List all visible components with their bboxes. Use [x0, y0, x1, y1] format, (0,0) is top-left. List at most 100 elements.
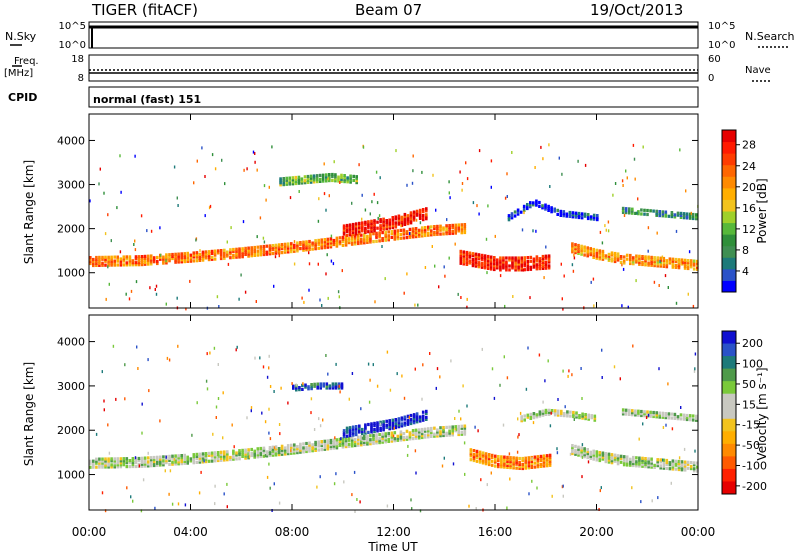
noise-cell: [295, 383, 297, 387]
data-cell: [695, 418, 698, 422]
noise-cell: [165, 302, 167, 306]
data-cell: [183, 455, 186, 459]
data-cell: [113, 461, 116, 465]
data-cell: [478, 460, 482, 464]
data-cell: [414, 436, 418, 440]
data-cell: [391, 426, 395, 430]
data-cell: [391, 216, 395, 220]
data-cell: [592, 217, 596, 221]
data-cell: [348, 434, 352, 438]
data-cell: [451, 229, 454, 233]
noise-cell: [339, 181, 341, 184]
data-cell: [644, 463, 647, 467]
data-cell: [332, 242, 336, 247]
data-cell: [539, 458, 543, 462]
data-cell: [302, 242, 305, 246]
noise-cell: [458, 409, 460, 413]
data-cell: [177, 456, 180, 460]
data-cell: [354, 427, 358, 431]
data-cell: [656, 264, 659, 268]
data-cell: [692, 267, 696, 271]
noise-cell: [108, 451, 111, 455]
data-cell: [286, 242, 290, 246]
data-cell: [125, 261, 129, 265]
data-cell: [159, 457, 162, 461]
noise-cell: [233, 445, 235, 449]
data-cell: [381, 440, 384, 444]
data-cell: [403, 423, 407, 427]
data-cell: [661, 411, 665, 415]
data-cell: [474, 264, 478, 268]
data-cell: [394, 215, 398, 219]
data-cell: [580, 252, 583, 256]
data-cell: [592, 451, 595, 455]
noise-cell: [308, 288, 310, 292]
data-cell: [104, 257, 107, 261]
data-cell: [414, 233, 418, 237]
data-cell: [668, 461, 672, 465]
data-cell: [373, 227, 376, 231]
data-cell: [358, 231, 361, 235]
noise-cell: [657, 496, 659, 500]
data-cell: [535, 265, 539, 269]
data-cell: [550, 208, 553, 212]
data-cell: [360, 443, 363, 447]
data-cell: [502, 258, 505, 262]
data-cell: [293, 449, 296, 453]
noise-cell: [476, 204, 478, 208]
colorbar-tick-label: 4: [742, 265, 749, 278]
data-cell: [280, 444, 284, 448]
data-cell: [256, 251, 260, 255]
noise-cell: [502, 423, 505, 427]
data-cell: [445, 228, 448, 232]
data-cell: [670, 416, 674, 420]
data-cell: [653, 264, 656, 268]
data-cell: [646, 212, 649, 217]
data-cell: [137, 263, 141, 267]
noise-cell: [625, 169, 627, 173]
data-cell: [532, 257, 536, 261]
noise-cell: [321, 304, 323, 307]
data-cell: [463, 225, 467, 229]
data-cell: [545, 460, 549, 464]
data-cell: [533, 461, 537, 465]
data-cell: [101, 463, 104, 467]
data-cell: [601, 455, 605, 459]
data-cell: [343, 180, 346, 184]
data-cell: [229, 256, 232, 260]
data-cell: [370, 227, 373, 231]
noise-cell: [381, 245, 383, 248]
data-cell: [650, 259, 653, 263]
data-cell: [592, 255, 595, 259]
data-cell: [489, 267, 493, 271]
data-cell: [363, 434, 366, 438]
data-cell: [457, 426, 460, 431]
data-cell: [469, 450, 473, 454]
data-cell: [219, 452, 223, 456]
data-cell: [587, 415, 590, 419]
data-cell: [92, 257, 95, 262]
data-cell: [592, 455, 595, 459]
data-cell: [516, 212, 520, 216]
noise-cell: [134, 248, 137, 252]
data-cell: [268, 252, 272, 256]
data-cell: [321, 179, 325, 183]
data-cell: [650, 255, 653, 259]
data-cell: [247, 252, 250, 256]
data-cell: [201, 252, 205, 256]
data-cell: [679, 211, 683, 215]
data-cell: [370, 422, 373, 426]
data-cell: [195, 257, 199, 261]
data-cell: [653, 465, 656, 469]
colorbar-segment: [722, 356, 736, 370]
data-cell: [526, 203, 529, 207]
data-cell: [265, 454, 269, 458]
data-cell: [448, 228, 451, 232]
data-cell: [348, 430, 352, 434]
noise-cell: [371, 200, 373, 204]
data-cell: [486, 262, 490, 266]
data-cell: [562, 212, 566, 216]
noise-cell: [279, 432, 281, 436]
data-cell: [357, 435, 360, 439]
